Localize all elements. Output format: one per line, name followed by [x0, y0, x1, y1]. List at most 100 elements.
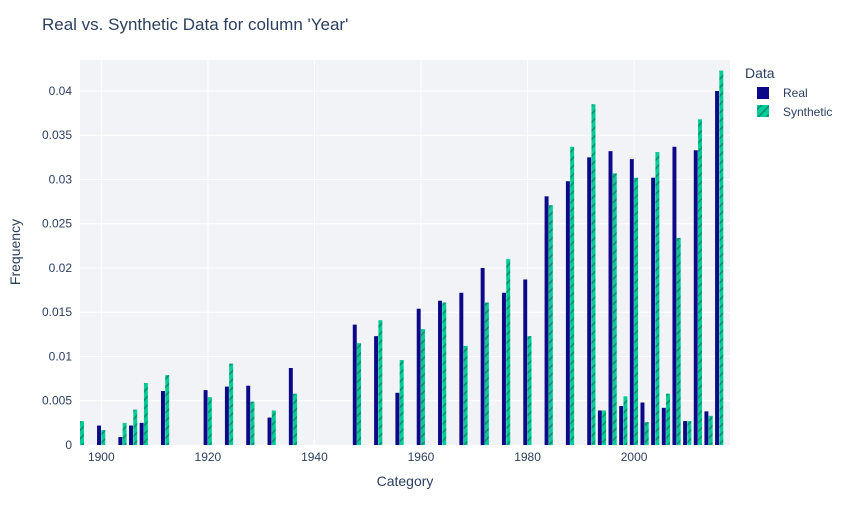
bar-real[interactable] — [672, 146, 677, 445]
bar-synthetic[interactable] — [484, 302, 489, 445]
bar-synthetic[interactable] — [250, 401, 255, 445]
bar-real[interactable] — [374, 336, 379, 445]
bar-synthetic[interactable] — [719, 70, 724, 445]
legend-label-real: Real — [783, 86, 808, 100]
bar-synthetic[interactable] — [165, 375, 170, 445]
bar-real[interactable] — [288, 368, 293, 445]
bar-synthetic[interactable] — [80, 421, 84, 445]
bar-real[interactable] — [693, 150, 698, 445]
bar-synthetic[interactable] — [623, 396, 628, 445]
y-tick-label: 0.03 — [49, 172, 73, 186]
bar-real[interactable] — [160, 391, 165, 445]
bar-real[interactable] — [608, 151, 613, 445]
bar-real[interactable] — [651, 177, 656, 445]
bar-synthetic[interactable] — [420, 329, 425, 445]
legend-swatch-synthetic — [757, 105, 769, 117]
x-tick-label: 1980 — [514, 450, 541, 464]
legend-item-synthetic[interactable]: Synthetic — [757, 105, 832, 119]
bar-real[interactable] — [715, 90, 720, 445]
bar-synthetic[interactable] — [570, 146, 575, 445]
y-tick-label: 0.04 — [49, 84, 73, 98]
plot-area — [80, 60, 730, 445]
bar-synthetic[interactable] — [293, 393, 298, 445]
bar-synthetic[interactable] — [229, 363, 234, 445]
bar-synthetic[interactable] — [463, 345, 468, 445]
bar-real[interactable] — [118, 437, 123, 445]
bar-synthetic[interactable] — [271, 410, 276, 445]
bar-real[interactable] — [683, 421, 688, 445]
bar-real[interactable] — [661, 407, 666, 445]
bar-real[interactable] — [704, 411, 709, 445]
x-tick-label: 2000 — [621, 450, 648, 464]
bar-synthetic[interactable] — [378, 320, 383, 445]
bar-real[interactable] — [459, 292, 464, 445]
bar-synthetic[interactable] — [442, 302, 447, 445]
legend-swatch-real — [757, 87, 769, 99]
bar-real[interactable] — [619, 406, 624, 445]
bar-real[interactable] — [501, 292, 506, 445]
bar-synthetic[interactable] — [602, 410, 607, 445]
legend-title: Data — [745, 65, 775, 81]
x-axis-title: Category — [377, 473, 434, 489]
legend-item-real[interactable]: Real — [757, 86, 808, 100]
bar-real[interactable] — [640, 402, 645, 445]
bar-synthetic[interactable] — [506, 259, 511, 445]
bar-synthetic[interactable] — [634, 177, 639, 445]
y-tick-label: 0.01 — [49, 349, 73, 363]
y-tick-label: 0 — [65, 438, 72, 452]
bar-real[interactable] — [565, 181, 570, 445]
bar-real[interactable] — [523, 279, 528, 445]
bar-synthetic[interactable] — [591, 104, 596, 445]
bar-synthetic[interactable] — [676, 237, 681, 445]
bar-synthetic[interactable] — [708, 415, 713, 445]
x-tick-labels: 1900 1920 1940 1960 1980 2000 — [88, 450, 648, 464]
bar-real[interactable] — [139, 422, 144, 445]
x-tick-label: 1940 — [301, 450, 328, 464]
bar-real[interactable] — [480, 267, 485, 445]
bar-real[interactable] — [629, 159, 634, 445]
bar-synthetic[interactable] — [527, 336, 532, 445]
bar-synthetic[interactable] — [612, 173, 617, 445]
y-tick-labels: 0 0.005 0.01 0.015 0.02 0.025 0.03 0.035 0.04 — [42, 84, 72, 452]
bar-real[interactable] — [97, 425, 102, 445]
bar-synthetic[interactable] — [666, 393, 671, 445]
bar-real[interactable] — [597, 410, 602, 445]
bar-synthetic[interactable] — [101, 429, 106, 445]
x-tick-label: 1960 — [408, 450, 435, 464]
bar-real[interactable] — [587, 157, 592, 445]
bar-synthetic[interactable] — [644, 421, 649, 445]
legend-label-synthetic: Synthetic — [783, 105, 832, 119]
bar-synthetic[interactable] — [687, 421, 692, 445]
bar-synthetic[interactable] — [698, 119, 702, 445]
x-tick-label: 1900 — [88, 450, 115, 464]
bar-real[interactable] — [76, 443, 80, 445]
bar-synthetic[interactable] — [655, 152, 660, 445]
bar-synthetic[interactable] — [143, 383, 148, 445]
bar-real[interactable] — [438, 300, 442, 445]
bar-synthetic[interactable] — [122, 422, 127, 445]
bar-real[interactable] — [544, 196, 549, 445]
chart-title: Real vs. Synthetic Data for column 'Year… — [42, 15, 348, 34]
y-tick-label: 0.005 — [42, 394, 72, 408]
bar-synthetic[interactable] — [399, 360, 404, 445]
gridlines — [80, 60, 730, 445]
bar-real[interactable] — [129, 425, 133, 445]
bar-synthetic[interactable] — [133, 409, 138, 445]
y-tick-label: 0.015 — [42, 305, 72, 319]
bar-real[interactable] — [246, 385, 251, 445]
bar-synthetic[interactable] — [207, 397, 212, 445]
bar-real[interactable] — [352, 324, 357, 445]
bar-real[interactable] — [224, 386, 229, 445]
x-tick-label: 1920 — [195, 450, 222, 464]
y-tick-label: 0.02 — [49, 261, 73, 275]
bar-real[interactable] — [267, 417, 272, 445]
y-axis-title: Frequency — [7, 219, 23, 285]
bar-real[interactable] — [395, 392, 400, 445]
bars[interactable] — [76, 70, 724, 445]
bar-real[interactable] — [416, 308, 421, 445]
y-tick-label: 0.025 — [42, 217, 72, 231]
bar-real[interactable] — [203, 390, 208, 445]
bar-synthetic[interactable] — [357, 343, 362, 445]
bar-synthetic[interactable] — [548, 205, 553, 445]
